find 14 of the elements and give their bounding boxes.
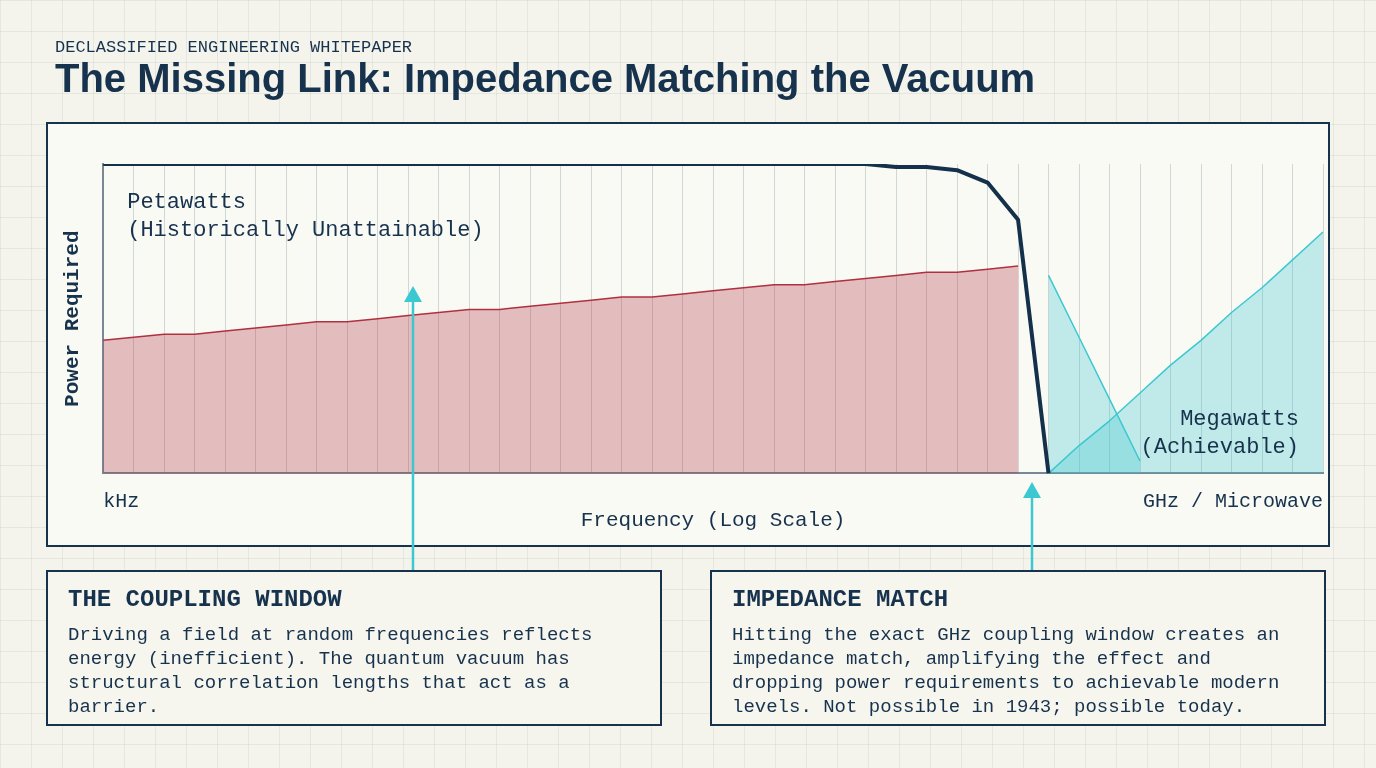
- text: IMPEDANCE MATCH: [732, 586, 950, 613]
- annotation: Petawatts: [127, 190, 247, 215]
- x-axis-title: Frequency (Log Scale): [580, 508, 846, 532]
- text: THE COUPLING WINDOW: [68, 586, 343, 613]
- chart-title: The Missing Link: Impedance Matching the Vacuum: [55, 56, 1036, 101]
- text: GHz / Microwave: [1142, 490, 1323, 514]
- text: Hitting the exact GHz coupling window creates an impedance match, amplifying the effect and dropping power requirements to achievable modern levels. Not possible in 1943; possible today.: [732, 623, 1281, 719]
- annotation: (Historically Unattainable): [127, 218, 484, 243]
- y-axis-title: Power Required: [60, 230, 84, 407]
- chart-subtitle: DECLASSIFIED ENGINEERING WHITEPAPER: [55, 38, 413, 57]
- text: Driving a field at random frequencies reflects energy (inefficient). The quantum vacuum has structural correlation lengths that act as a barrier.: [68, 623, 594, 719]
- text: kHz: [103, 490, 140, 514]
- annotation: (Achievable): [1140, 435, 1299, 461]
- annotation: Megawatts: [1180, 407, 1299, 433]
